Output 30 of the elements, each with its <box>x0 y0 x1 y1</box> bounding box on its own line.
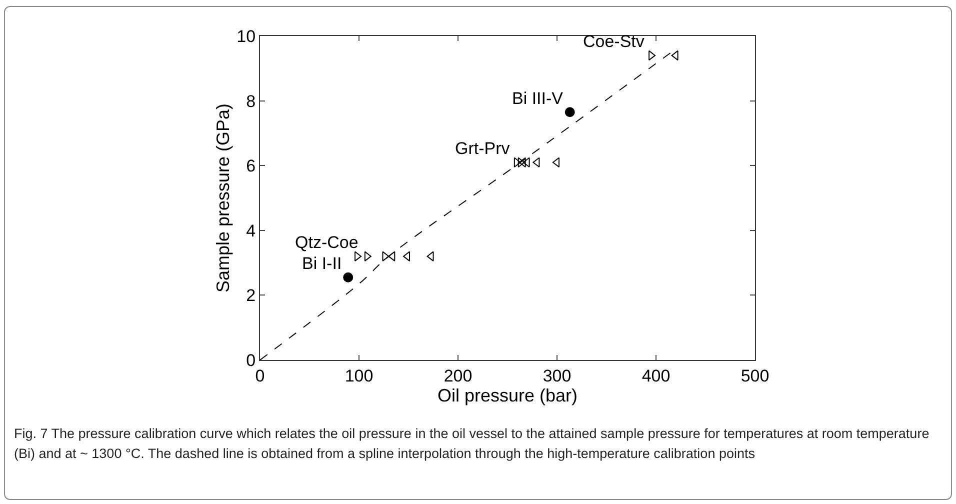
y-axis-title: Sample pressure (GPa) <box>212 103 233 293</box>
y-tick-label: 4 <box>246 221 256 240</box>
annotation: Grt-Prv <box>455 139 510 158</box>
x-tick-label: 400 <box>642 366 670 386</box>
annotation: Bi I-II <box>302 254 342 273</box>
point <box>514 157 521 168</box>
point <box>522 157 530 168</box>
annotation: Coe-Stv <box>583 32 645 51</box>
x-axis-title: Oil pressure (bar) <box>437 385 578 406</box>
annotation: Bi III-V <box>512 89 564 108</box>
y-tick-label: 0 <box>246 350 256 370</box>
point <box>426 251 434 262</box>
y-tick-label: 2 <box>246 286 256 306</box>
x-tick-label: 500 <box>740 366 770 386</box>
annotation: Qtz-Coe <box>295 233 358 252</box>
point <box>564 107 575 118</box>
point <box>354 251 362 262</box>
point <box>532 157 540 168</box>
point <box>364 251 372 262</box>
y-tick-label: 6 <box>246 156 256 176</box>
point <box>343 272 354 282</box>
point <box>382 251 390 262</box>
caption: Fig. 7 The pressure calibration curve which relates the oil pressure in the oil vessel to the attained sample pressure for temperatures at room temperature (Bi) and at ~ 1300 °C. The dashed line is obtained from a spline interpolation through the high-temperature calibration points <box>14 425 930 463</box>
point <box>403 251 410 262</box>
y-tick-label: 8 <box>246 92 256 111</box>
x-tick-label: 300 <box>542 366 572 386</box>
y-tick-label: 10 <box>236 26 256 46</box>
x-tick-label: 100 <box>344 366 374 386</box>
x-tick-label: 200 <box>444 366 472 386</box>
point <box>388 251 396 262</box>
